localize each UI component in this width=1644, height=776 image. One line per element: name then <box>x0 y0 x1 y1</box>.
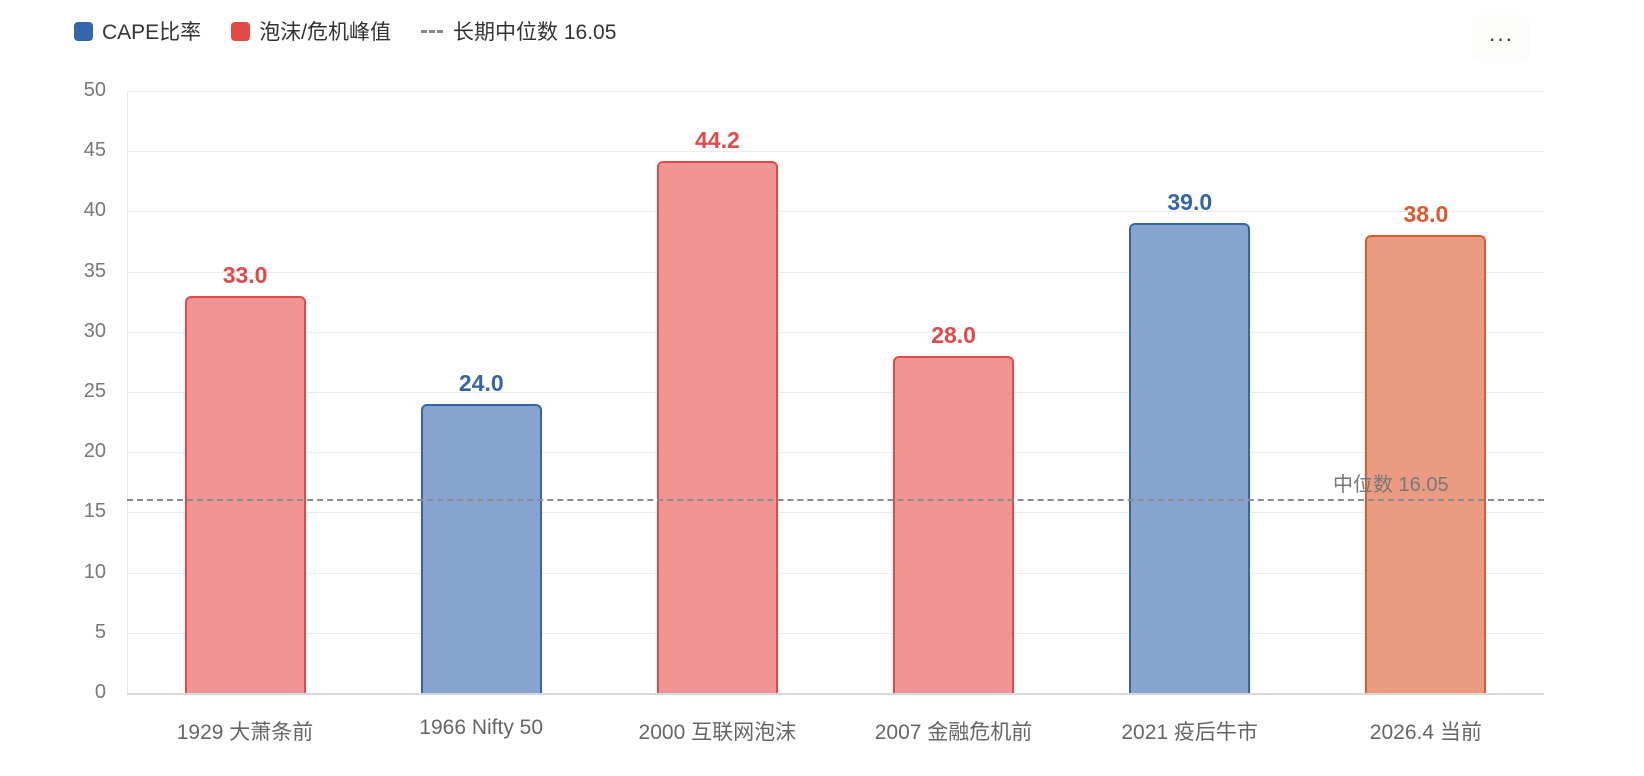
bar-value-label: 44.2 <box>695 126 740 153</box>
gridline <box>127 512 1544 514</box>
gridline <box>127 271 1544 273</box>
legend-swatch-red <box>231 21 251 41</box>
gridline <box>127 331 1544 333</box>
y-tick-label: 30 <box>83 319 106 342</box>
x-axis <box>127 693 1544 695</box>
y-tick-label: 0 <box>94 681 106 703</box>
x-tick-label: 1966 Nifty 50 <box>419 716 544 739</box>
y-tick-label: 40 <box>83 199 106 222</box>
y-tick-label: 50 <box>83 79 106 101</box>
bar-value-label: 39.0 <box>1167 189 1213 216</box>
legend-label: 长期中位数 16.05 <box>453 21 617 44</box>
chart-legend: CAPE比率 泡沫/危机峰值 长期中位数 16.05 <box>74 16 646 46</box>
median-reference-line <box>127 498 1544 501</box>
bar-2[interactable] <box>656 160 778 693</box>
y-tick-label: 20 <box>83 440 106 463</box>
more-icon: ··· <box>1488 26 1514 51</box>
legend-label: CAPE比率 <box>102 21 202 44</box>
x-tick-label: 2026.4 当前 <box>1369 721 1482 744</box>
legend-item-bubble[interactable]: 泡沫/危机峰值 <box>231 16 391 46</box>
y-tick-label: 25 <box>83 380 106 402</box>
bar-value-label: 33.0 <box>222 261 268 288</box>
y-tick-label: 35 <box>83 259 106 282</box>
x-tick-label: 1929 大萧条前 <box>176 721 314 744</box>
bar-value-label: 24.0 <box>458 370 504 397</box>
legend-item-cape[interactable]: CAPE比率 <box>74 16 201 46</box>
bar-0[interactable] <box>184 295 306 693</box>
x-tick-label: 2000 互联网泡沫 <box>638 721 797 744</box>
bar-1[interactable] <box>420 404 542 693</box>
gridline <box>127 392 1544 393</box>
bar-value-label: 28.0 <box>931 321 976 348</box>
gridline <box>127 151 1544 153</box>
gridline <box>127 452 1544 454</box>
gridline <box>127 91 1544 92</box>
gridline <box>127 632 1544 634</box>
bar-4[interactable] <box>1129 223 1251 693</box>
y-tick-label: 15 <box>83 500 106 523</box>
y-tick-label: 5 <box>94 620 106 643</box>
legend-label: 泡沫/危机峰值 <box>259 21 392 44</box>
median-line-label: 中位数 16.05 <box>1333 474 1449 496</box>
legend-dash-icon <box>421 29 444 33</box>
x-tick-label: 2021 疫后牛市 <box>1121 721 1258 744</box>
legend-swatch-blue <box>74 21 93 41</box>
legend-item-median[interactable]: 长期中位数 16.05 <box>421 16 616 46</box>
bar-3[interactable] <box>893 355 1015 693</box>
bar-value-label: 38.0 <box>1403 201 1449 228</box>
x-tick-label: 2007 金融危机前 <box>874 721 1033 744</box>
gridline <box>127 572 1544 574</box>
more-menu-button[interactable]: ··· <box>1472 15 1530 63</box>
y-tick-label: 45 <box>83 139 106 162</box>
y-tick-label: 10 <box>83 560 106 583</box>
gridline <box>127 211 1544 213</box>
bar-5[interactable] <box>1365 235 1487 693</box>
